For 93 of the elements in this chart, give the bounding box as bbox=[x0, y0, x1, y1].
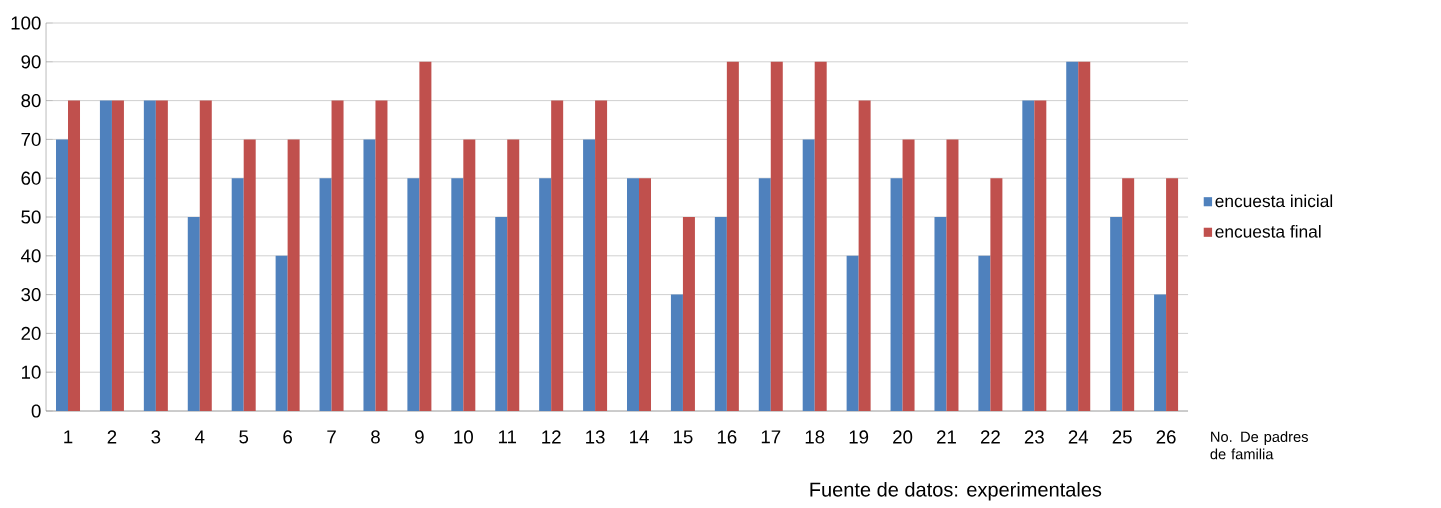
x-tick-label: 4 bbox=[195, 430, 205, 444]
legend-label: encuesta inicial bbox=[1215, 194, 1333, 208]
x-tick-label: 7 bbox=[327, 430, 336, 444]
bar bbox=[507, 139, 520, 411]
bar bbox=[187, 217, 200, 411]
bar bbox=[639, 178, 652, 411]
x-axis-title: No. De padres de familia bbox=[1210, 431, 1308, 460]
bar bbox=[143, 100, 156, 411]
bar bbox=[363, 139, 376, 411]
bar bbox=[275, 255, 288, 411]
x-tick-label: 23 bbox=[1024, 430, 1044, 444]
x-tick-label: 11 bbox=[498, 430, 517, 444]
y-tick-label: 0 bbox=[31, 404, 41, 418]
bar bbox=[1122, 178, 1135, 411]
x-tick-label: 12 bbox=[542, 430, 561, 444]
bar bbox=[287, 139, 300, 411]
bar bbox=[451, 178, 464, 411]
bar bbox=[714, 217, 727, 411]
x-tick-label: 1 bbox=[64, 430, 73, 444]
bar bbox=[1110, 217, 1123, 411]
x-tick-label: 15 bbox=[673, 430, 693, 444]
x-tick-label: 22 bbox=[980, 430, 1000, 444]
x-tick-label: 13 bbox=[586, 430, 605, 444]
bar bbox=[419, 61, 432, 411]
source-note: Fuente de datos: experimentales bbox=[810, 481, 1102, 501]
x-tick-label: 6 bbox=[283, 430, 292, 444]
bar bbox=[539, 178, 552, 411]
x-tick-label: 10 bbox=[454, 430, 473, 444]
bar bbox=[463, 139, 476, 411]
bar bbox=[319, 178, 332, 411]
x-tick-label: 20 bbox=[893, 430, 913, 444]
y-tick-label: 20 bbox=[21, 326, 41, 341]
bar bbox=[1022, 100, 1035, 411]
legend-label: encuesta final bbox=[1215, 224, 1321, 238]
bar bbox=[726, 61, 739, 411]
bar bbox=[978, 255, 991, 411]
x-tick-label: 21 bbox=[937, 430, 956, 444]
bar bbox=[1034, 100, 1047, 411]
bar bbox=[990, 178, 1003, 411]
bar bbox=[934, 217, 947, 411]
y-tick-label: 30 bbox=[21, 287, 41, 302]
bar bbox=[56, 139, 69, 411]
bar bbox=[902, 139, 915, 411]
bar bbox=[682, 217, 695, 411]
bar bbox=[670, 294, 683, 411]
x-tick-label: 8 bbox=[371, 430, 380, 444]
x-tick-label: 25 bbox=[1112, 430, 1132, 444]
bar bbox=[770, 61, 783, 411]
bar bbox=[627, 178, 640, 411]
y-tick-label: 40 bbox=[20, 249, 41, 263]
bar bbox=[551, 100, 564, 411]
bar bbox=[595, 100, 608, 411]
bar bbox=[111, 100, 124, 411]
bar bbox=[583, 139, 596, 411]
y-tick-label: 50 bbox=[21, 210, 41, 224]
x-tick-label: 16 bbox=[717, 430, 737, 444]
x-tick-label: 18 bbox=[805, 430, 825, 444]
bar bbox=[1066, 61, 1079, 411]
y-tick-label: 80 bbox=[21, 93, 41, 108]
bar bbox=[231, 178, 244, 411]
y-tick-label: 100 bbox=[11, 16, 41, 30]
x-tick-label: 14 bbox=[630, 430, 649, 444]
x-tick-label: 2 bbox=[107, 430, 117, 444]
bar bbox=[1154, 294, 1167, 411]
bar bbox=[802, 139, 815, 411]
bar bbox=[1078, 61, 1091, 411]
y-tick-label: 70 bbox=[21, 132, 41, 147]
bar bbox=[495, 217, 508, 411]
y-tick-label: 90 bbox=[21, 55, 41, 69]
y-tick-label: 60 bbox=[21, 171, 41, 185]
bar bbox=[814, 61, 827, 411]
bar bbox=[155, 100, 168, 411]
x-tick-label: 26 bbox=[1156, 430, 1176, 444]
x-tick-label: 19 bbox=[849, 430, 869, 444]
bar bbox=[68, 100, 81, 411]
bar bbox=[331, 100, 344, 411]
bar bbox=[407, 178, 420, 411]
x-tick-label: 24 bbox=[1068, 430, 1089, 444]
bar bbox=[890, 178, 903, 411]
bar bbox=[99, 100, 112, 411]
y-tick-label: 10 bbox=[21, 365, 41, 379]
bar bbox=[243, 139, 256, 411]
bar bbox=[858, 100, 871, 411]
bar bbox=[846, 255, 859, 411]
bar bbox=[375, 100, 388, 411]
x-tick-label: 17 bbox=[761, 430, 781, 444]
bar bbox=[1166, 178, 1179, 411]
bar bbox=[758, 178, 771, 411]
x-tick-label: 3 bbox=[151, 430, 161, 444]
bar bbox=[946, 139, 959, 411]
x-tick-label: 9 bbox=[415, 430, 424, 444]
x-tick-label: 5 bbox=[239, 430, 249, 444]
bar bbox=[199, 100, 212, 411]
